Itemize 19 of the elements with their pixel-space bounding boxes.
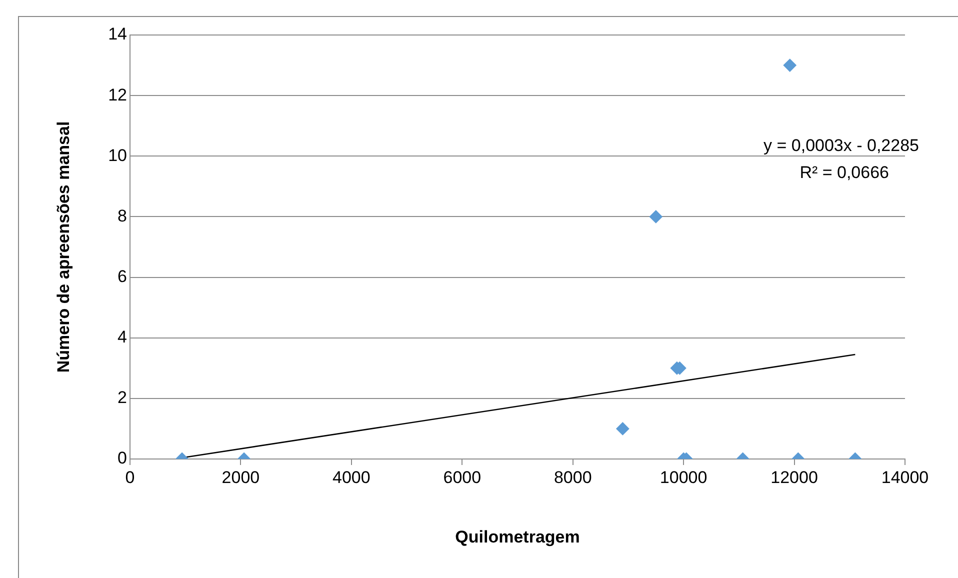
x-tick-label: 10000 xyxy=(660,468,708,487)
y-tick-label: 4 xyxy=(118,328,127,347)
x-tick-label: 4000 xyxy=(332,468,370,487)
y-tick-label: 14 xyxy=(108,24,127,44)
x-tick-label: 8000 xyxy=(554,468,592,487)
x-axis-title: Quilometragem xyxy=(455,527,580,546)
x-tick-label: 2000 xyxy=(222,468,260,487)
x-tick-label: 6000 xyxy=(443,468,482,487)
y-axis-title: Número de apreensões mansal xyxy=(54,121,73,373)
y-tick-label: 10 xyxy=(108,146,127,165)
x-tick-label: 12000 xyxy=(770,468,818,487)
y-tick-label: 6 xyxy=(118,266,127,286)
y-tick-label: 2 xyxy=(118,388,127,408)
annotation: y = 0,0003x - 0,2285 xyxy=(764,136,919,155)
y-tick-label: 0 xyxy=(118,448,127,468)
annotation: R² = 0,0666 xyxy=(800,163,889,182)
y-tick-label: 8 xyxy=(118,206,127,226)
x-tick-label: 14000 xyxy=(881,468,929,487)
y-tick-label: 12 xyxy=(108,85,127,104)
